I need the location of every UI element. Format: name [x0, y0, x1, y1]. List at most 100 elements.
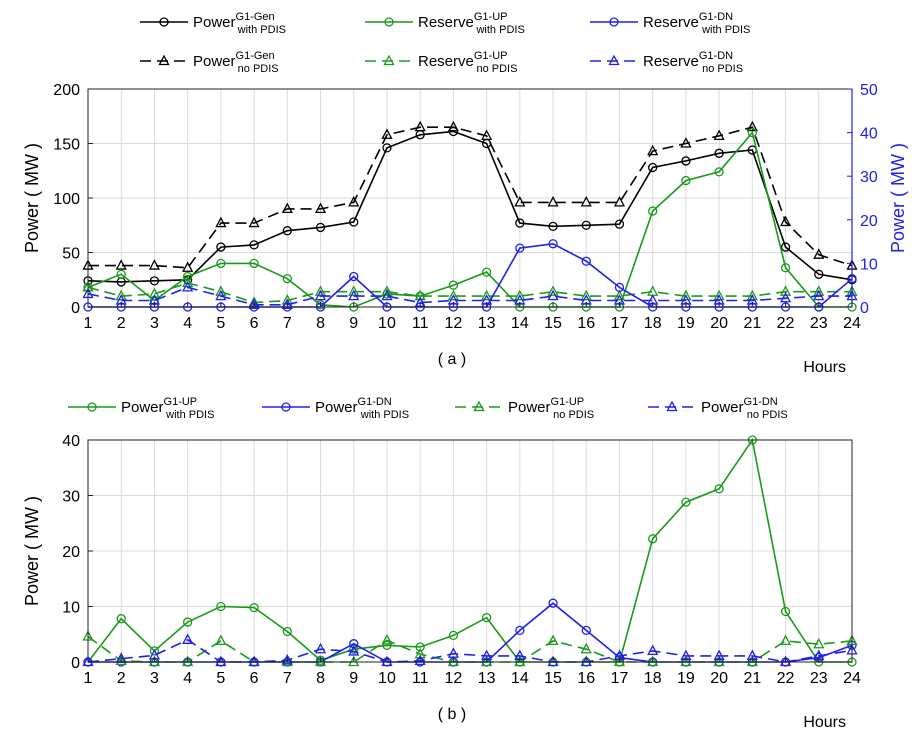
legend-entry-3: PowerG1-DN no PDIS — [648, 396, 788, 421]
data-point — [548, 598, 558, 608]
data-point — [414, 120, 426, 132]
x-tick-label: 7 — [283, 315, 292, 332]
data-point — [281, 655, 293, 667]
data-point — [281, 653, 293, 665]
data-point — [481, 655, 493, 667]
series-3 — [82, 276, 858, 307]
x-tick-label: 11 — [412, 315, 429, 332]
x-tick-label: 16 — [577, 670, 595, 687]
data-point — [448, 630, 459, 641]
legend-label: PowerG1-UP with PDIS — [121, 396, 214, 421]
series-line — [88, 126, 853, 269]
legend-entry-1: ReserveG1-UP with PDIS — [365, 11, 525, 36]
x-tick-label: 12 — [444, 315, 462, 332]
series-3 — [82, 633, 858, 667]
legend-label: PowerG1-Gen with PDIS — [193, 11, 286, 36]
legend-entry-2: ReserveG1-DN with PDIS — [590, 11, 750, 36]
data-point — [215, 655, 227, 667]
x-axis-label: Hours — [803, 359, 846, 376]
legend-label: PowerG1-DN with PDIS — [315, 396, 409, 421]
legend-entry-3: PowerG1-Gen no PDIS — [140, 50, 279, 75]
y-tick-label: 0 — [71, 655, 80, 672]
legend-swatch-marker — [383, 54, 395, 66]
data-point — [447, 655, 459, 667]
data-point — [248, 655, 260, 667]
panel-label: ( b ) — [438, 706, 466, 723]
data-point — [348, 655, 360, 667]
data-point — [780, 606, 791, 617]
data-point — [779, 215, 792, 227]
data-point — [514, 195, 526, 207]
legend-entry-5: ReserveG1-DN no PDIS — [590, 50, 743, 75]
data-point — [680, 137, 692, 148]
x-axis-label: Hours — [803, 714, 846, 731]
data-point — [183, 271, 193, 282]
data-point — [746, 120, 758, 132]
chart-b: PowerG1-UP with PDIS PowerG1-DN with PDIS Po… — [22, 396, 861, 731]
data-point — [581, 256, 591, 266]
data-point — [548, 221, 558, 231]
legend-swatch-marker — [158, 54, 170, 66]
x-tick-label: 2 — [117, 315, 126, 332]
x-tick-label: 20 — [710, 670, 728, 687]
data-point — [414, 289, 426, 301]
panel-label: ( a ) — [438, 351, 466, 368]
data-point — [381, 655, 393, 667]
x-tick-label: 3 — [150, 670, 159, 687]
x-tick-label: 22 — [777, 670, 795, 687]
series-2 — [83, 127, 857, 312]
data-point — [148, 287, 161, 299]
data-point — [647, 144, 659, 156]
data-point — [746, 289, 758, 301]
data-point — [314, 289, 327, 301]
x-tick-label: 6 — [250, 315, 259, 332]
data-point — [481, 612, 492, 623]
legend-swatch-marker — [473, 400, 485, 412]
y-right-axis-label: Power ( MW ) — [888, 143, 908, 253]
data-point — [713, 655, 725, 667]
y-axis-label: Power ( MW ) — [22, 143, 42, 253]
series-line — [87, 130, 853, 283]
data-point — [115, 289, 127, 301]
x-tick-label: 13 — [478, 315, 496, 332]
y-right-tick-label: 50 — [860, 82, 878, 99]
data-point — [481, 267, 492, 277]
data-point — [182, 276, 194, 288]
x-tick-label: 15 — [544, 670, 562, 687]
x-tick-label: 8 — [316, 670, 325, 687]
data-point — [746, 655, 758, 667]
legend-b: PowerG1-UP with PDIS PowerG1-DN with PDIS Po… — [68, 396, 788, 421]
data-point — [614, 219, 625, 229]
data-point — [747, 127, 757, 138]
data-point — [348, 195, 360, 207]
data-point — [680, 289, 692, 301]
data-point — [183, 617, 193, 627]
y-right-tick-label: 40 — [860, 126, 878, 143]
series-0 — [83, 435, 857, 667]
y-right-tick-label: 20 — [860, 213, 878, 230]
y-tick-label: 30 — [62, 489, 80, 506]
data-point — [381, 289, 393, 301]
x-tick-label: 13 — [478, 670, 496, 687]
x-tick-label: 23 — [810, 315, 828, 332]
series-2 — [82, 630, 858, 667]
x-tick-label: 1 — [84, 670, 93, 687]
x-tick-label: 4 — [183, 670, 192, 687]
data-point — [314, 202, 327, 214]
data-point — [681, 175, 691, 186]
data-point — [381, 285, 393, 296]
x-tick-label: 21 — [743, 315, 761, 332]
data-point — [381, 633, 393, 645]
x-tick-label: 15 — [544, 315, 562, 332]
data-point — [149, 276, 160, 286]
data-point — [547, 195, 559, 207]
data-point — [281, 202, 293, 214]
x-tick-label: 5 — [216, 670, 225, 687]
x-tick-label: 10 — [378, 315, 396, 332]
data-point — [613, 195, 626, 207]
data-point — [182, 280, 194, 292]
legend-label: ReserveG1-UP no PDIS — [418, 50, 517, 75]
data-point — [348, 645, 360, 656]
data-point — [713, 129, 725, 141]
